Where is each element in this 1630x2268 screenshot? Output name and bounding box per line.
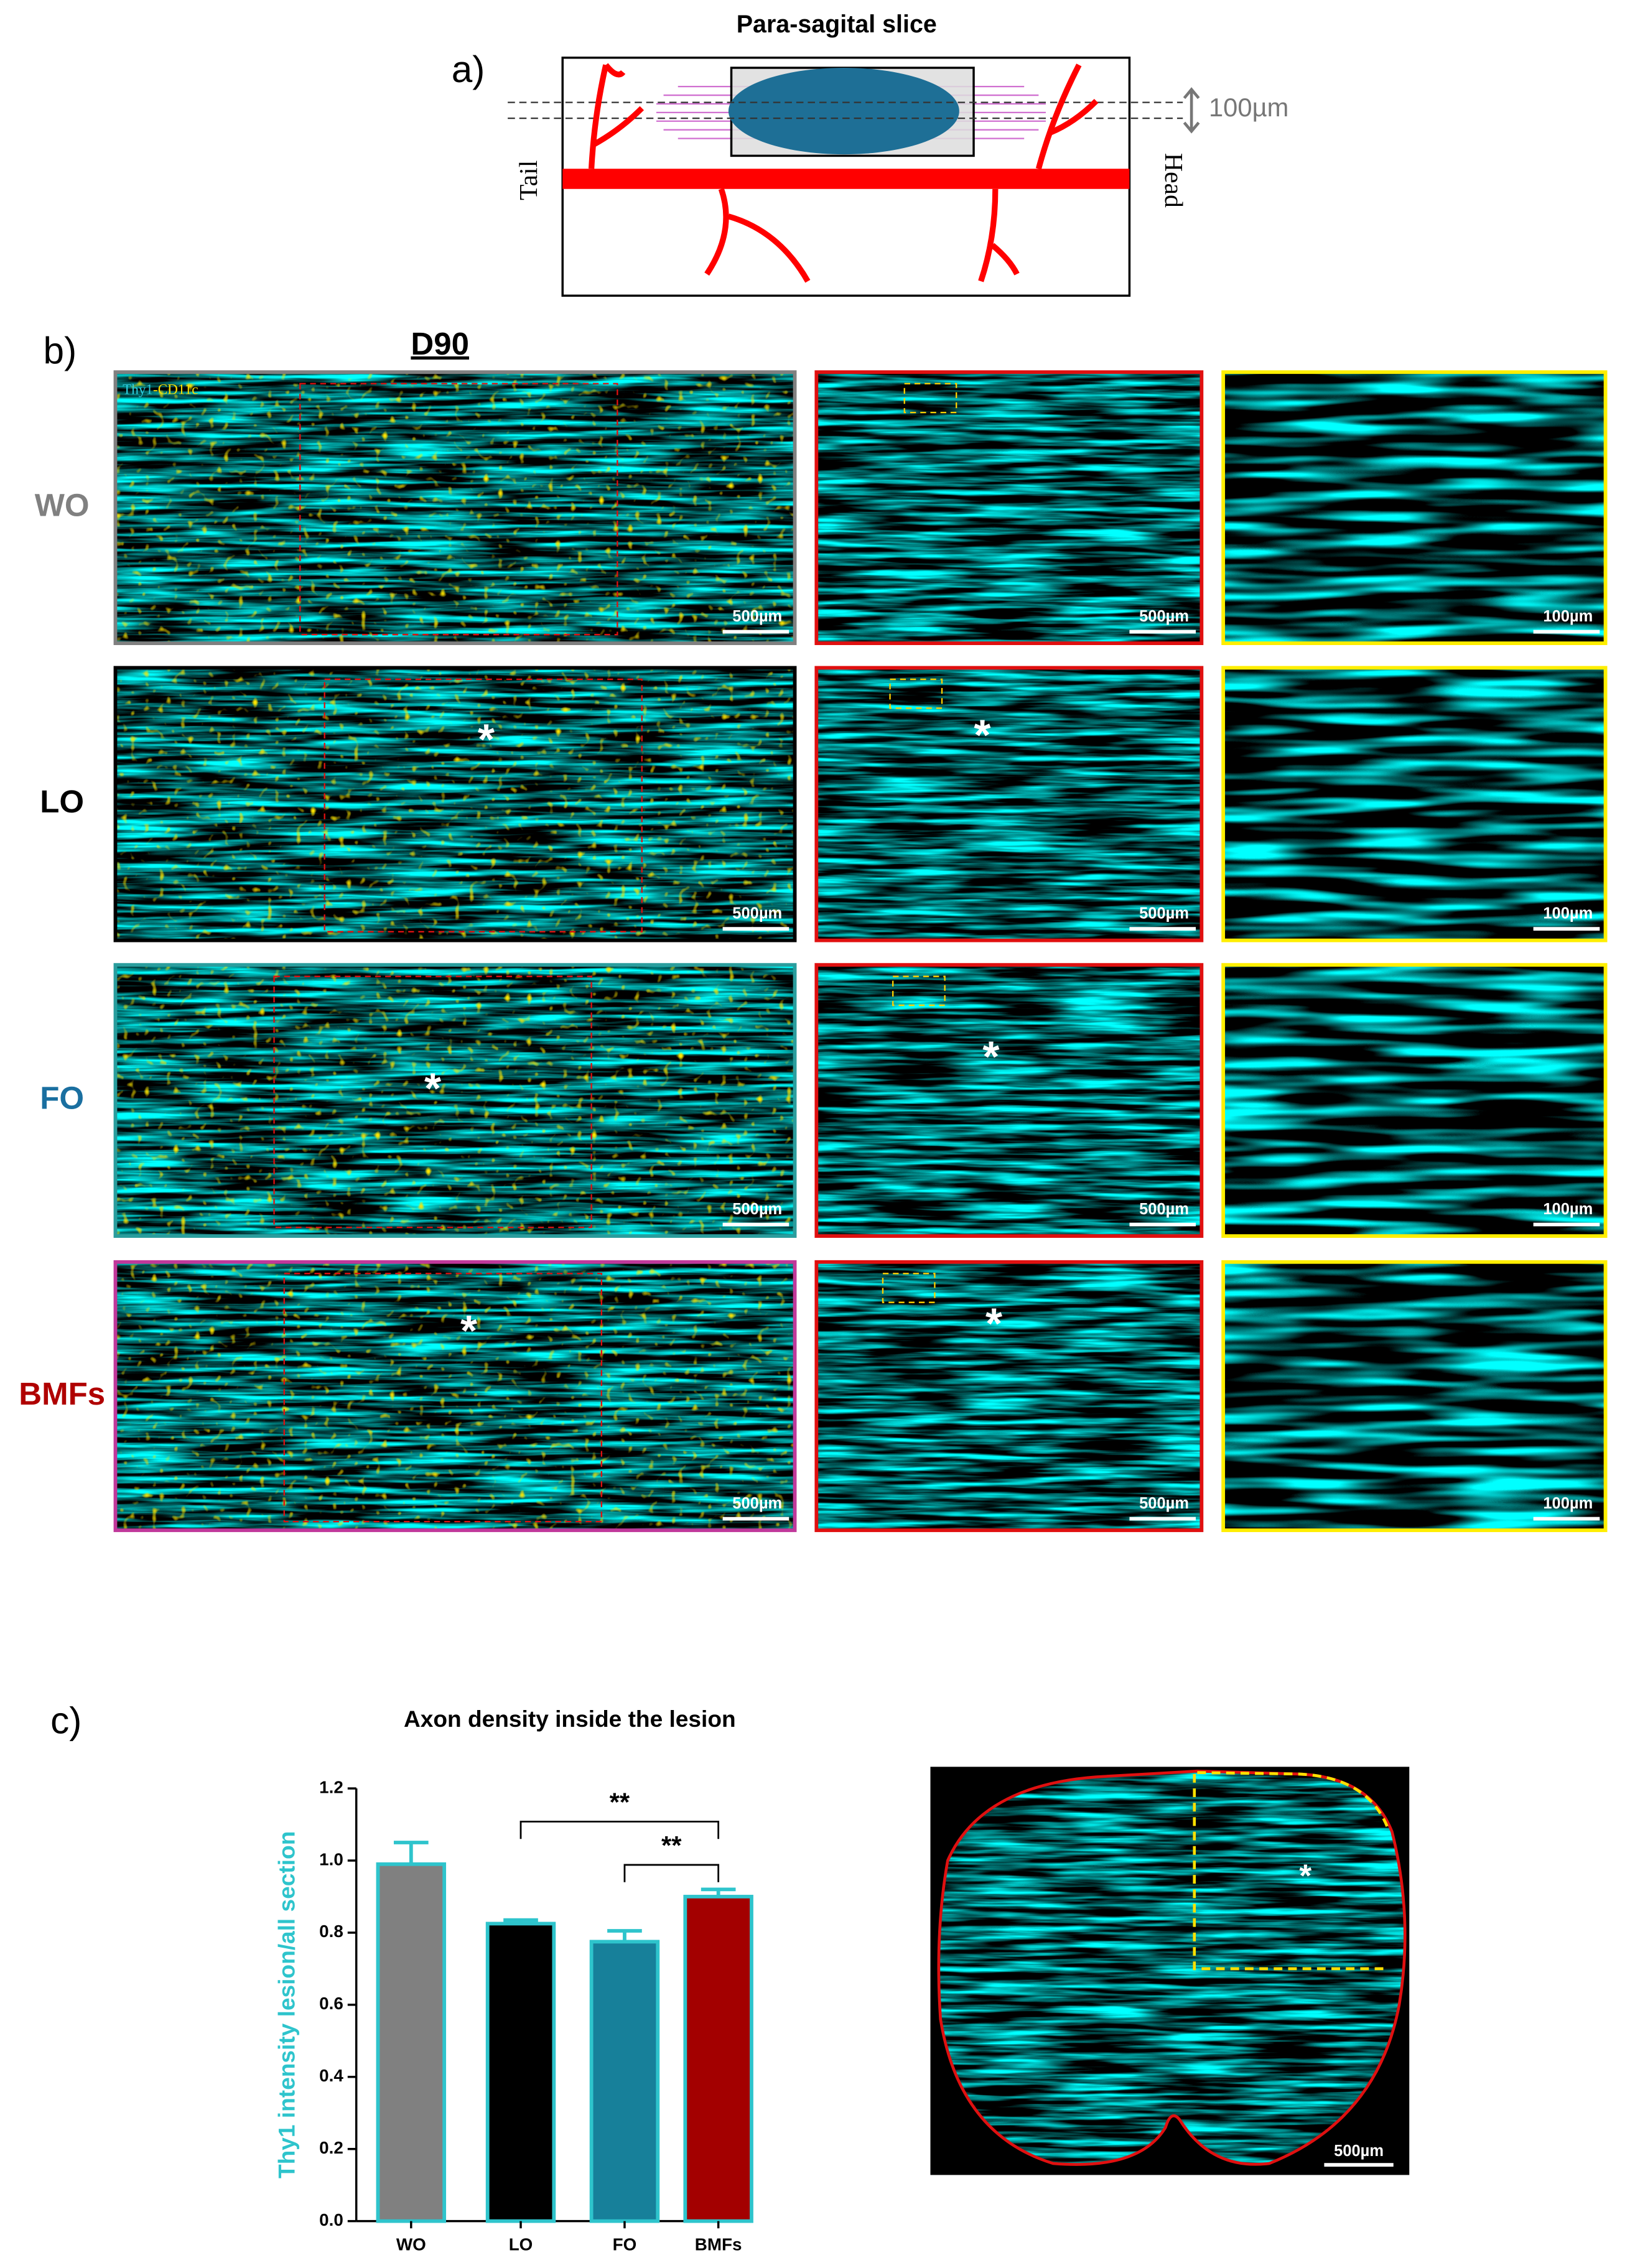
lesion-marker: * <box>424 1064 441 1113</box>
scale-bar-label: 500µm <box>732 905 782 923</box>
vessel <box>562 169 1130 189</box>
micrograph-border <box>113 666 797 942</box>
x-tick-label: FO <box>613 2234 637 2254</box>
y-tick-label: 1.2 <box>319 1777 343 1796</box>
chart-title: Axon density inside the lesion <box>404 1706 736 1732</box>
y-tick-label: 0.0 <box>319 2210 343 2229</box>
scale-bar-label: 100µm <box>1543 1495 1593 1512</box>
panel-c: c) Axon density inside the lesion Thy1 i… <box>50 1699 1410 2254</box>
panel-b: b) D90 WO 500µm 500µm 100µm LO 500µm 500µm 100µ… <box>19 326 1608 1532</box>
scale-bar-label: 100µm <box>1543 608 1593 625</box>
scale-bar-label: 500µm <box>1139 1201 1189 1218</box>
y-tick-label: 1.0 <box>319 1849 343 1869</box>
y-tick-label: 0.4 <box>319 2066 343 2085</box>
micrograph-border <box>814 963 1204 1238</box>
micrograph-border <box>113 963 797 1238</box>
micrograph-signal <box>817 966 1201 1235</box>
vessel-branches <box>588 63 1099 283</box>
micrograph-border <box>1221 370 1608 645</box>
zoom-region <box>882 1273 936 1303</box>
region-of-interest <box>324 678 643 932</box>
x-tick-label: LO <box>509 2234 533 2254</box>
thickness-label: 100µm <box>1209 93 1288 122</box>
significance-label: ** <box>661 1831 682 1860</box>
micrograph-signal <box>116 669 794 939</box>
zoom-region <box>889 678 943 709</box>
lesion-marker: * <box>985 1299 1002 1347</box>
micrograph-border <box>113 1260 797 1532</box>
lesion-marker: * <box>982 1033 999 1081</box>
scale-bar-label: 100µm <box>1543 905 1593 923</box>
zoom-region <box>892 975 946 1006</box>
group-label: WO <box>35 488 90 523</box>
micrograph-signal <box>1224 669 1604 939</box>
micrograph-signal <box>116 373 794 642</box>
scale-bar-label: 500µm <box>732 608 782 625</box>
scale-bar-label: 500µm <box>732 1201 782 1218</box>
orientation-label: Tail <box>515 160 543 200</box>
bar <box>589 1940 660 2223</box>
y-tick-label: 0.8 <box>319 1922 343 1941</box>
y-tick-label: 0.6 <box>319 1994 343 2013</box>
scale-bar-label: 500µm <box>1139 905 1189 923</box>
micrograph-border <box>1221 1260 1608 1532</box>
micrograph-signal <box>817 669 1201 939</box>
thickness-arrow <box>1183 87 1200 134</box>
group-label: FO <box>40 1081 84 1116</box>
scale-bar-label: 500µm <box>1334 2142 1384 2160</box>
lesion <box>728 67 959 155</box>
lesion-marker: * <box>460 1306 477 1355</box>
stain-thy1: Thy1 <box>123 382 153 398</box>
bar <box>376 1862 447 2223</box>
zoom-region <box>903 383 957 414</box>
stain-label: Thy1-CD11c <box>123 382 198 398</box>
lesion-marker: * <box>1299 1857 1311 1893</box>
bar <box>683 1895 753 2223</box>
micrograph-signal <box>1224 966 1604 1235</box>
lesion-marker: * <box>478 715 495 763</box>
region-of-interest <box>273 975 592 1229</box>
micrograph-signal <box>817 373 1201 642</box>
panel-a: a) Para-sagital slice 100µm Tail Head <box>452 11 1288 297</box>
scale-bar-label: 500µm <box>1139 608 1189 625</box>
significance-label: ** <box>610 1788 630 1817</box>
panel-label: c) <box>50 1699 82 1742</box>
scale-bar-label: 500µm <box>732 1495 782 1512</box>
panel-label: a) <box>452 48 485 90</box>
micrograph-signal <box>116 1263 794 1529</box>
y-tick-label: 0.2 <box>319 2138 343 2157</box>
scale-bar-label: 500µm <box>1139 1495 1189 1512</box>
micrograph-border <box>814 666 1204 942</box>
micrograph-signal <box>1224 373 1604 642</box>
micrograph-signal <box>817 1263 1201 1529</box>
schematic-title: Para-sagital slice <box>737 11 937 38</box>
lesion-marker: * <box>974 711 990 760</box>
micrograph-border <box>814 370 1204 645</box>
y-axis-label: Thy1 intensity lesion/all section <box>274 1831 300 2178</box>
micrograph-border <box>814 1260 1204 1532</box>
bar <box>485 1922 556 2223</box>
micrograph-signal <box>116 966 794 1235</box>
timepoint: D90 <box>411 326 469 361</box>
group-label: LO <box>40 784 84 819</box>
panel-label: b) <box>44 329 77 371</box>
micrograph-border <box>1221 963 1608 1238</box>
cross-section-tissue <box>938 1771 1405 2165</box>
x-tick-label: BMFs <box>695 2234 742 2254</box>
region-of-interest <box>299 383 618 636</box>
micrograph-signal <box>1224 1263 1604 1529</box>
group-label: BMFs <box>19 1376 105 1411</box>
stain-cd11c: -CD11c <box>153 382 198 398</box>
significance-bracket <box>519 1820 720 1839</box>
orientation-label: Head <box>1159 153 1188 208</box>
scale-bar-label: 100µm <box>1543 1201 1593 1218</box>
micrograph-border <box>1221 666 1608 942</box>
significance-bracket <box>623 1864 720 1882</box>
lesion-region <box>1193 1771 1390 1971</box>
x-tick-label: WO <box>396 2234 426 2254</box>
micrograph-border <box>113 370 797 645</box>
